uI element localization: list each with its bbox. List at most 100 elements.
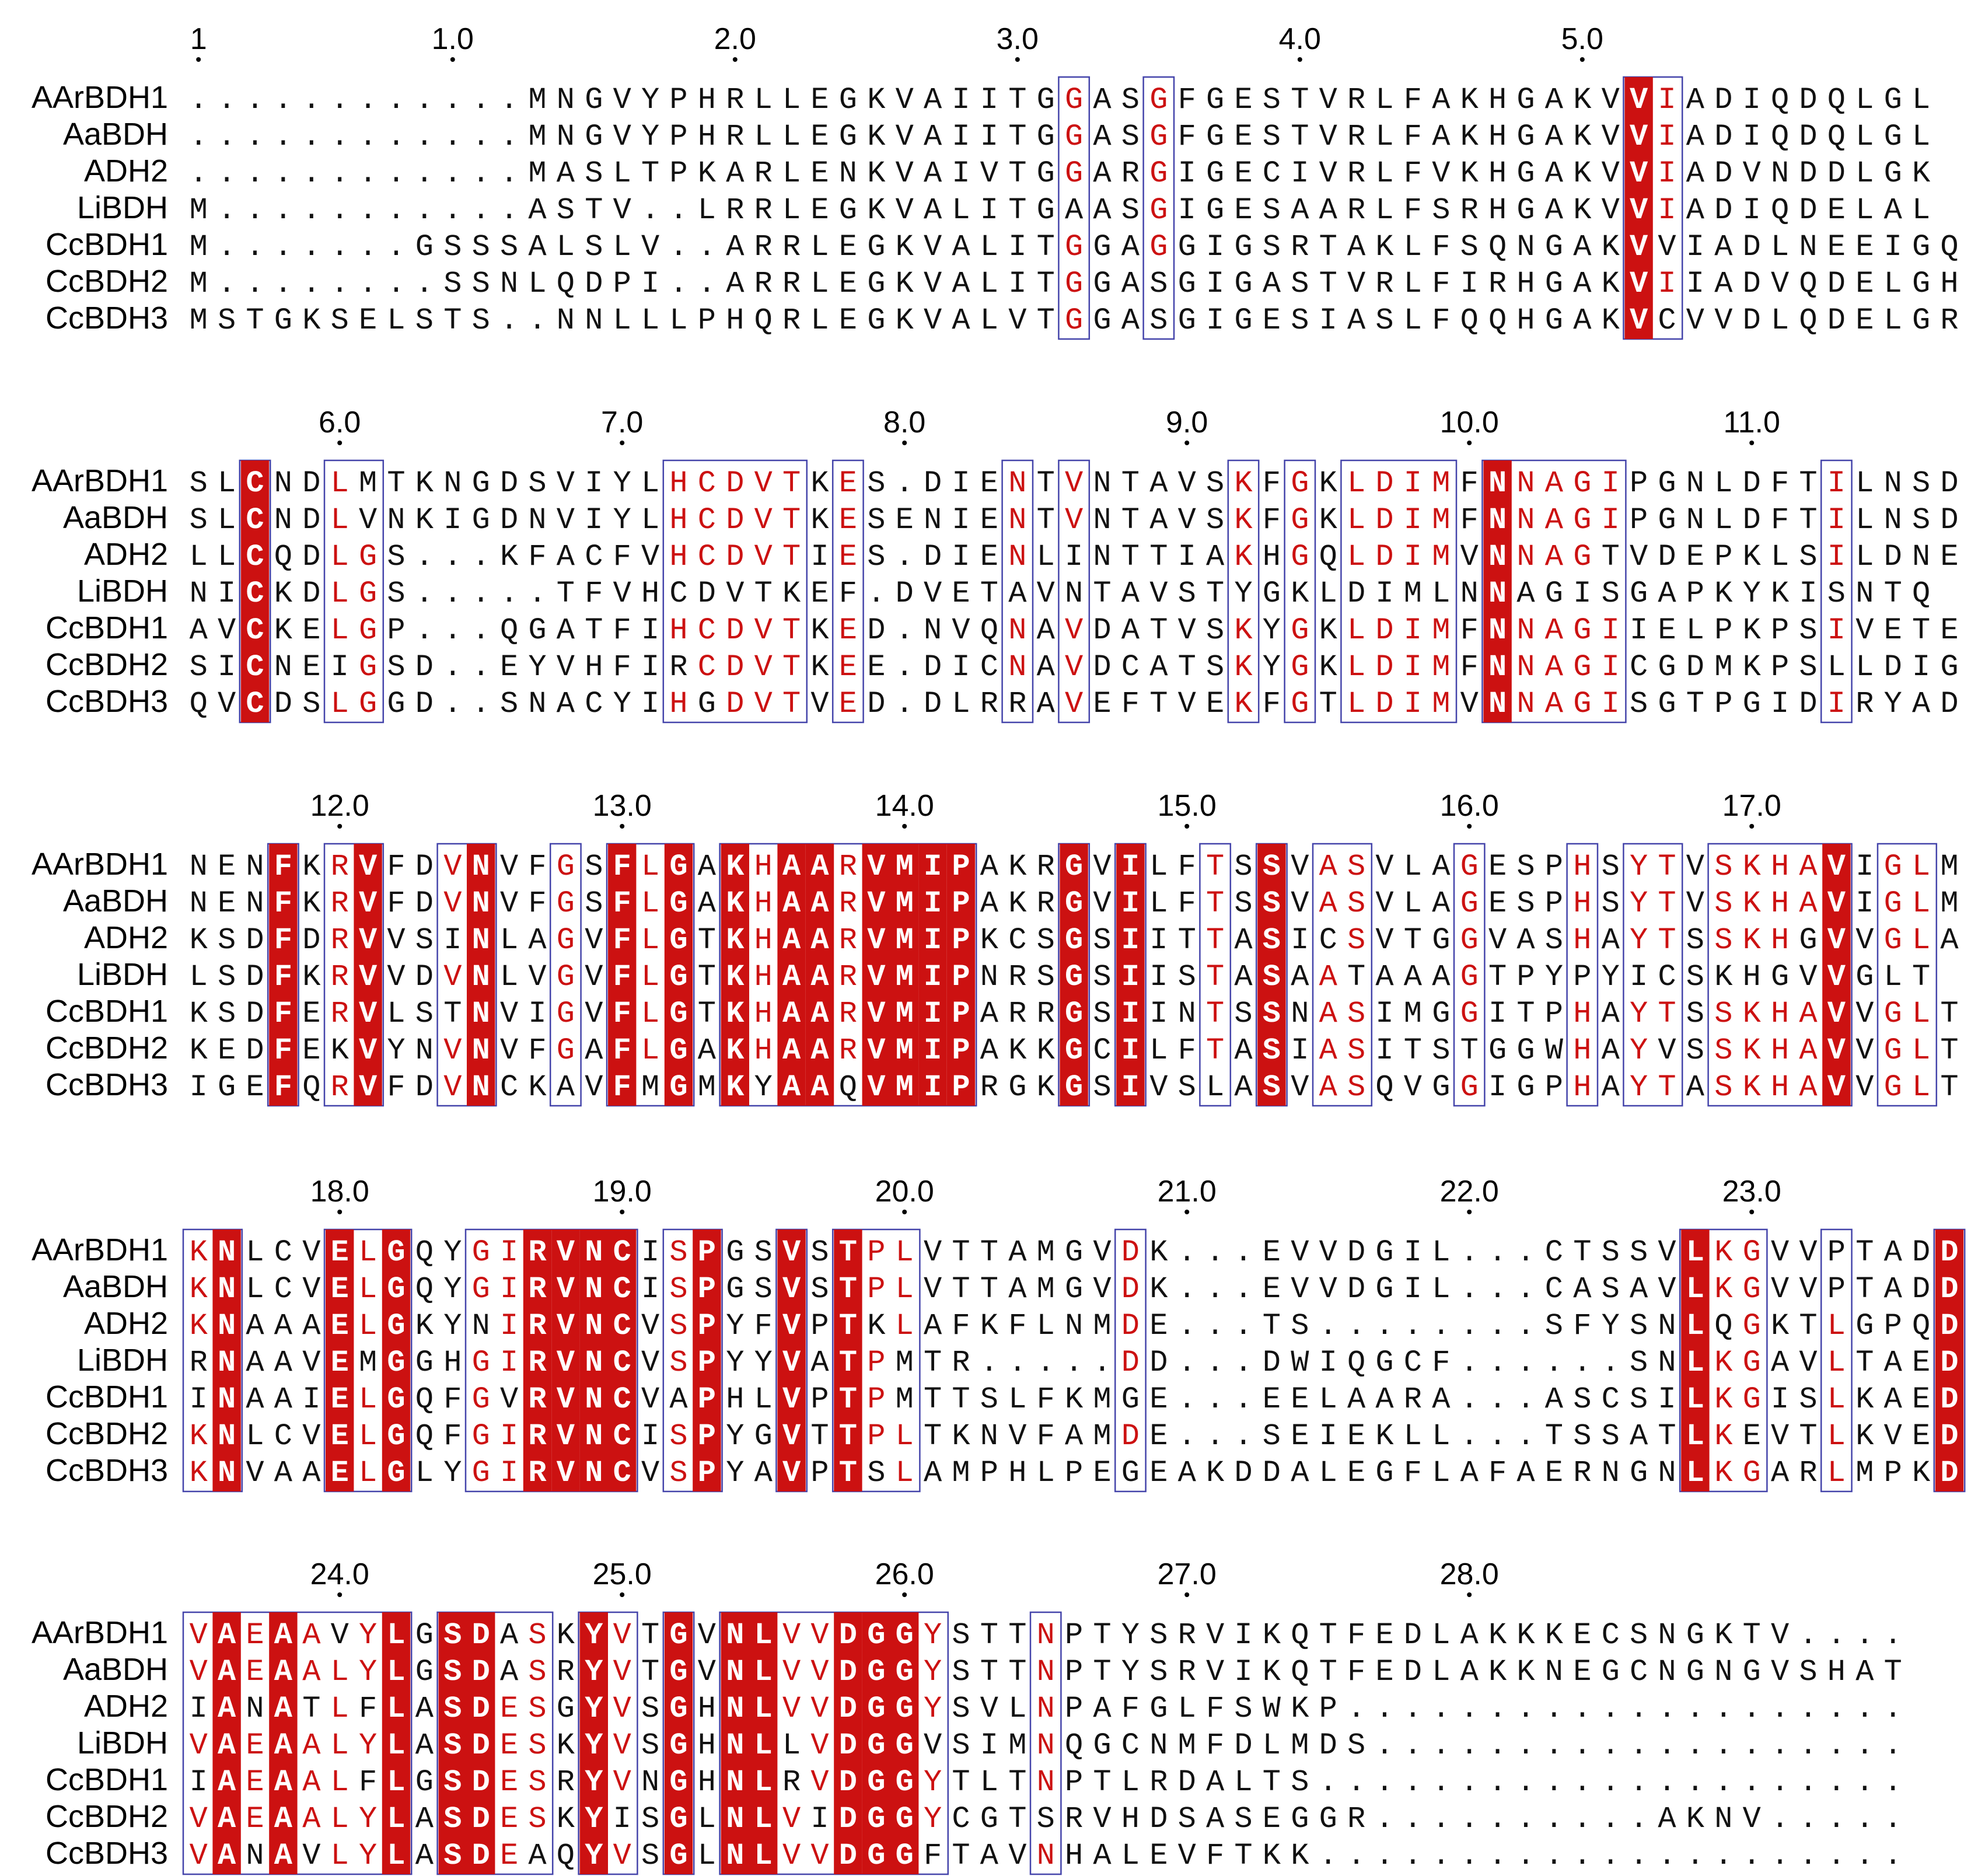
residue: E [980,540,998,574]
residue: R [1008,997,1026,1031]
residue: D [726,650,744,684]
residue: C [613,1382,631,1417]
residue: A [1093,120,1112,154]
residue: A [924,83,942,117]
gap-dot: . [698,267,716,301]
gap-dot: . [1827,1839,1846,1873]
residue: S [190,503,208,537]
residue: L [1347,687,1365,721]
residue: D [415,1070,434,1105]
residue: A [1460,1456,1479,1490]
residue: F [952,1309,970,1343]
gap-dot: . [1714,1765,1732,1800]
residue: T [1488,960,1507,994]
residue: L [1912,83,1930,117]
residue: G [1516,83,1535,117]
residue: V [1827,1033,1846,1068]
residue: S [1432,1033,1450,1068]
residue: K [810,466,829,501]
residue: E [1940,613,1958,648]
residue: R [754,230,773,264]
identity-column [946,844,976,1106]
residue: I [1206,303,1224,338]
residue: I [952,156,970,191]
residue: S [1263,83,1281,117]
residue: A [302,1728,321,1763]
residue: F [613,1070,631,1105]
residue: N [246,1839,264,1873]
residue: M [1940,886,1958,921]
position-tick [902,441,907,445]
conservation-box [1820,1228,1853,1493]
gap-dot: . [472,613,490,648]
residue: D [1940,1456,1958,1490]
conservation-box [719,843,977,1107]
residue: T [1008,156,1026,191]
gap-dot: . [1771,1802,1789,1836]
residue: R [1347,83,1365,117]
residue: A [1065,193,1084,228]
residue: Q [302,1070,320,1105]
residue: L [1432,1272,1450,1306]
residue: V [810,1692,829,1726]
residue: A [274,1692,293,1726]
residue: H [754,923,773,958]
residue: F [387,850,405,884]
residue: V [218,687,236,721]
residue: L [387,1692,405,1726]
residue: N [218,1309,236,1343]
residue: V [557,1382,575,1417]
residue: A [557,1070,575,1105]
residue: K [1855,1382,1874,1417]
residue: R [1855,687,1874,721]
residue: V [613,1618,631,1653]
residue: I [1602,503,1620,537]
residue: S [1375,303,1393,338]
residue: V [500,850,518,884]
residue: V [613,1655,631,1689]
residue: S [1714,923,1732,958]
residue: A [782,960,801,994]
residue: N [557,120,575,154]
residue: K [190,1033,208,1068]
gap-dot: . [1855,1839,1874,1873]
residue: T [1234,1839,1252,1873]
residue: D [1743,230,1761,264]
residue: A [274,1765,293,1800]
residue: A [980,1033,999,1068]
residue: L [641,960,659,994]
residue: L [387,1618,405,1653]
residue: T [1263,1309,1281,1343]
residue: G [472,466,490,501]
residue: L [1855,120,1874,154]
residue: S [1347,850,1365,884]
residue: K [500,540,519,574]
position-tick [1467,824,1472,829]
residue: G [669,923,687,958]
residue: G [557,997,575,1031]
conservation-box [1453,843,1486,1107]
residue: D [839,1765,857,1800]
residue: S [1347,923,1365,958]
residue: I [190,1070,208,1105]
residue: A [557,613,575,648]
residue: R [1940,303,1958,338]
residue: N [1093,503,1111,537]
gap-dot: . [1771,1692,1789,1726]
residue: S [443,1802,462,1836]
residue: S [1037,960,1055,994]
residue: A [274,1655,293,1689]
residue: L [1884,267,1902,301]
residue: L [1432,1235,1450,1270]
gap-dot: . [1602,1346,1620,1380]
residue: A [1149,503,1168,537]
residue: P [1516,960,1535,994]
residue: H [698,1728,716,1763]
residue: L [1771,230,1789,264]
residue: N [274,650,292,684]
residue: K [867,1309,886,1343]
position-number: 26.0 [875,1557,934,1591]
residue: H [754,850,773,884]
residue: S [1714,997,1732,1031]
